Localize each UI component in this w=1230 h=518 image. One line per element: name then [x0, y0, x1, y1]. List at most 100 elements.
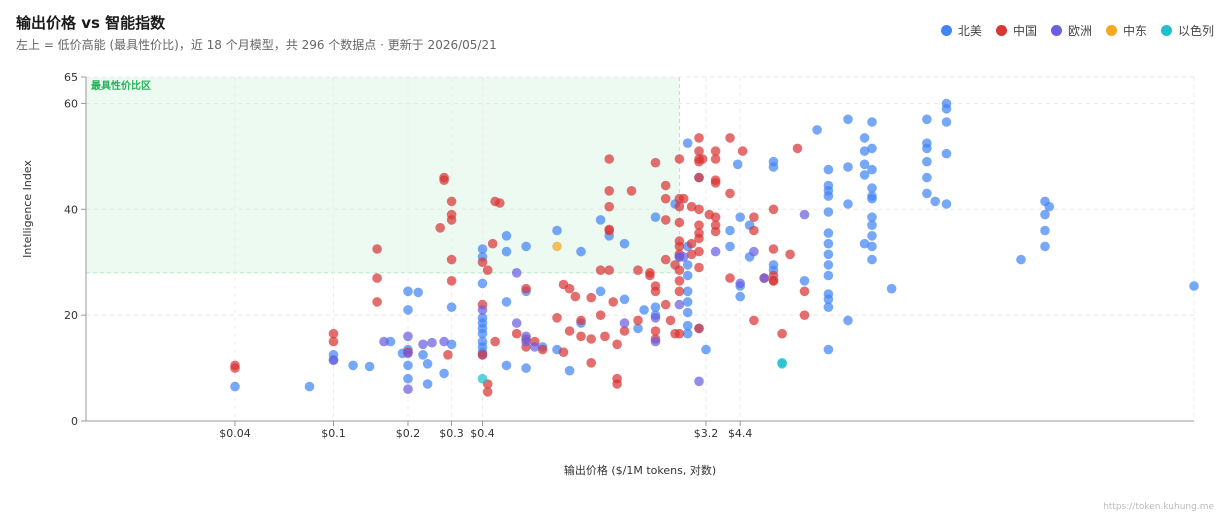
data-point — [446, 215, 457, 225]
data-point — [487, 238, 498, 249]
data-point — [768, 244, 779, 254]
legend-item-north-america[interactable]: 北美 — [940, 22, 982, 39]
data-point — [403, 305, 413, 315]
data-point — [823, 249, 834, 260]
data-point — [694, 204, 704, 215]
data-point — [735, 212, 745, 222]
data-point — [674, 299, 685, 310]
data-point — [749, 246, 759, 257]
data-point — [682, 328, 693, 339]
data-point — [678, 193, 689, 204]
data-point — [823, 164, 834, 175]
legend-item-israel[interactable]: 以色列 — [1160, 22, 1214, 39]
legend-item-europe[interactable]: 欧洲 — [1050, 22, 1092, 39]
data-point — [600, 331, 610, 342]
data-point — [694, 233, 704, 244]
data-point — [612, 379, 622, 389]
data-point — [710, 246, 721, 257]
data-point — [482, 387, 493, 397]
data-point — [439, 368, 449, 379]
data-point — [922, 188, 932, 199]
data-point — [823, 270, 834, 281]
data-point — [477, 244, 488, 254]
data-point — [823, 294, 834, 305]
data-point — [867, 212, 877, 222]
region-layer: 最具性价比区 — [86, 77, 680, 274]
data-point — [732, 159, 743, 170]
data-point — [413, 287, 424, 298]
data-point — [725, 133, 735, 143]
data-point — [446, 276, 457, 286]
data-point — [665, 315, 676, 326]
data-point — [823, 238, 834, 249]
data-point — [682, 297, 693, 307]
data-point — [650, 157, 661, 168]
data-point — [576, 246, 586, 257]
data-point — [552, 225, 562, 236]
data-point — [812, 125, 822, 135]
data-point — [792, 143, 803, 154]
data-point — [686, 201, 697, 212]
y-axis-label: Intelligence Index — [21, 160, 34, 258]
legend-item-china[interactable]: 中国 — [995, 22, 1037, 39]
data-point — [558, 347, 569, 358]
data-point — [768, 162, 779, 172]
data-point — [678, 252, 689, 262]
data-point — [777, 328, 787, 339]
y-tick-label: 40 — [64, 203, 78, 216]
data-point — [348, 360, 358, 371]
data-point — [477, 305, 488, 315]
data-point — [495, 198, 505, 208]
data-point — [372, 244, 382, 254]
data-point — [725, 225, 735, 236]
data-point — [595, 310, 606, 321]
data-point — [477, 373, 488, 384]
chart-subtitle: 左上 = 低价高能 (最具性价比)，近 18 个月模型，共 296 个数据点 ·… — [16, 38, 497, 52]
data-point — [650, 313, 661, 323]
data-point — [427, 337, 437, 348]
data-point — [701, 344, 711, 355]
data-point — [660, 180, 671, 191]
data-point — [682, 270, 693, 281]
data-point — [490, 336, 500, 347]
data-point — [521, 241, 531, 252]
data-point — [674, 241, 685, 252]
data-point — [511, 268, 522, 278]
data-point — [439, 336, 449, 347]
data-point — [446, 254, 457, 265]
data-point — [604, 265, 614, 276]
point-layer — [230, 98, 1199, 397]
data-point — [799, 310, 810, 321]
data-point — [682, 320, 693, 331]
data-point — [1189, 281, 1199, 291]
data-point — [710, 212, 721, 222]
data-point — [799, 286, 810, 297]
data-point — [749, 225, 759, 236]
data-point — [867, 183, 877, 193]
data-point — [725, 273, 735, 283]
data-point — [682, 307, 693, 318]
data-point — [619, 326, 630, 336]
data-point — [328, 328, 339, 339]
data-point — [694, 323, 704, 334]
data-point — [843, 199, 853, 209]
data-point — [537, 344, 548, 355]
data-point — [823, 228, 834, 238]
data-point — [735, 291, 745, 302]
data-point — [777, 359, 787, 369]
legend-dot — [940, 25, 952, 36]
data-point — [710, 154, 721, 164]
data-point — [725, 188, 735, 199]
data-point — [686, 249, 697, 260]
data-point — [595, 215, 606, 225]
data-point — [660, 254, 671, 265]
data-point — [674, 154, 685, 164]
data-point — [612, 339, 622, 350]
data-point — [529, 342, 540, 352]
value-zone-label: 最具性价比区 — [91, 79, 151, 92]
data-point — [749, 212, 759, 222]
data-point — [604, 186, 614, 196]
legend-item-middle-east[interactable]: 中东 — [1105, 22, 1147, 39]
data-point — [867, 117, 877, 127]
data-point — [682, 138, 693, 148]
